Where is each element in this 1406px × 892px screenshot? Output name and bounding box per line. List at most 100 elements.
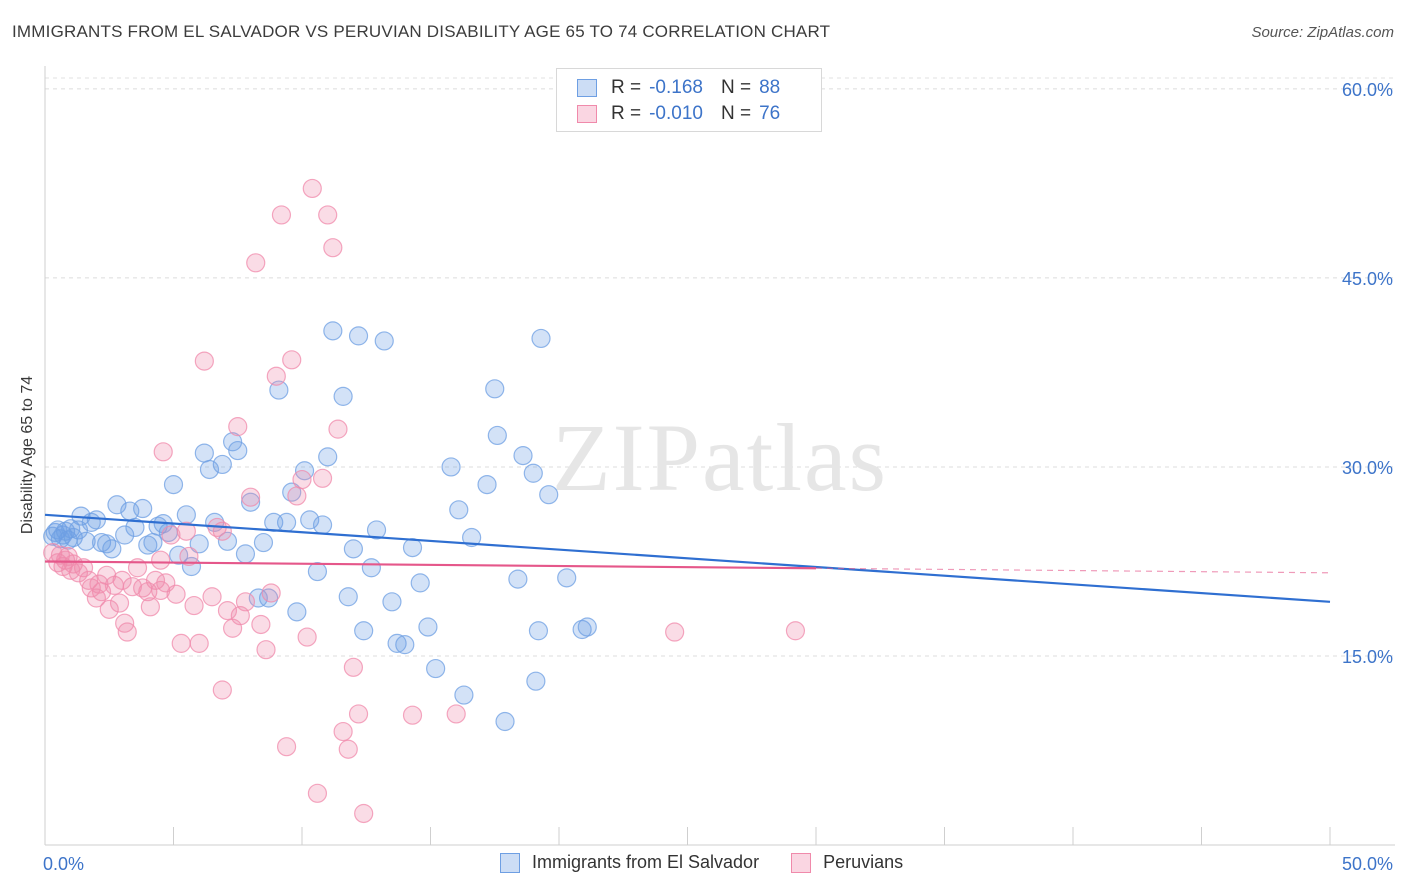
legend-swatch-pink (577, 105, 597, 123)
point-peruvians (287, 486, 307, 506)
point-el-salvador (366, 520, 387, 540)
legend-swatch-blue (577, 79, 597, 97)
point-el-salvador (276, 512, 297, 532)
trend-lines (44, 513, 1331, 603)
point-peruvians (153, 442, 173, 462)
point-el-salvador (199, 459, 220, 480)
point-el-salvador (318, 447, 338, 467)
point-el-salvador (138, 535, 158, 555)
point-peruvians (292, 469, 312, 490)
series-legend: Immigrants from El Salvador Peruvians (500, 852, 935, 873)
point-el-salvador (307, 561, 328, 582)
point-peruvians (202, 587, 222, 607)
point-peruvians (256, 640, 276, 660)
point-el-salvador (282, 482, 302, 502)
point-el-salvador (485, 379, 505, 399)
gridlines (45, 77, 1395, 657)
chart-title: IMMIGRANTS FROM EL SALVADOR VS PERUVIAN … (12, 22, 831, 41)
legend-r-label: R = (611, 77, 642, 98)
point-el-salvador (374, 331, 394, 351)
legend-label: Peruvians (823, 852, 904, 872)
point-el-salvador (343, 539, 363, 559)
tick-labels: 15.0% 30.0% 45.0% 60.0% 0.0% 50.0% (43, 80, 1393, 874)
legend-n-label: N = (720, 103, 752, 124)
point-el-salvador (557, 568, 577, 588)
point-peruvians (241, 487, 261, 507)
point-peruvians (217, 601, 238, 621)
point-peruvians (354, 803, 374, 824)
y-tick-label: 60.0% (1342, 80, 1393, 100)
point-peruvians (302, 178, 322, 199)
point-peruvians (179, 546, 199, 567)
point-peruvians (307, 783, 328, 803)
legend-n-value: 76 (759, 103, 781, 124)
point-el-salvador (513, 446, 533, 466)
point-el-salvador (348, 326, 369, 346)
point-peruvians (446, 704, 466, 724)
point-el-salvador (523, 463, 543, 483)
point-el-salvador (487, 425, 507, 446)
point-peruvians (348, 704, 369, 724)
point-peruvians (312, 468, 333, 488)
point-el-salvador (462, 527, 482, 548)
point-el-salvador (241, 492, 261, 512)
point-peruvians (251, 614, 271, 635)
point-peruvians (318, 205, 338, 225)
y-tick-label: 15.0% (1342, 647, 1393, 667)
point-el-salvador (387, 633, 407, 653)
trend-line-peruvians (44, 560, 817, 570)
chart-source: Source: ZipAtlas.com (1251, 24, 1394, 41)
point-peruvians (266, 366, 286, 386)
point-peruvians (333, 721, 353, 742)
point-el-salvador (454, 685, 474, 705)
point-peruvians (338, 739, 358, 759)
point-el-salvador (526, 671, 546, 691)
point-peruvians (112, 570, 132, 590)
point-el-salvador (539, 485, 559, 505)
point-el-salvador (163, 474, 184, 495)
point-el-salvador (143, 532, 163, 553)
point-peruvians (79, 570, 99, 590)
point-peruvians (402, 705, 423, 725)
point-peruvians (297, 627, 317, 647)
point-peruvians (282, 350, 302, 370)
point-peruvians (151, 550, 171, 570)
point-peruvians (246, 253, 266, 273)
point-peruvians (785, 621, 806, 641)
legend-label: Immigrants from El Salvador (532, 852, 760, 872)
legend-row-el-salvador: R = -0.168 N = 88 (577, 75, 780, 101)
points (43, 178, 806, 824)
point-peruvians (323, 238, 343, 258)
point-peruvians (228, 417, 248, 437)
point-peruvians (184, 595, 204, 616)
point-el-salvador (395, 635, 415, 655)
point-el-salvador (194, 443, 214, 463)
point-el-salvador (402, 538, 423, 558)
point-el-salvador (338, 587, 358, 607)
legend-r-value: -0.010 (649, 103, 703, 124)
legend-item-el-salvador: Immigrants from El Salvador (500, 852, 759, 873)
point-peruvians (161, 525, 181, 545)
point-peruvians (194, 351, 214, 371)
point-el-salvador (361, 558, 381, 578)
point-el-salvador (248, 588, 268, 608)
point-peruvians (276, 737, 297, 757)
point-peruvians (97, 565, 117, 585)
point-peruvians (63, 554, 83, 574)
point-el-salvador (333, 386, 353, 406)
point-el-salvador (418, 617, 438, 637)
point-peruvians (176, 521, 196, 541)
point-el-salvador (133, 498, 153, 519)
point-el-salvador (102, 539, 122, 559)
point-peruvians (271, 205, 292, 225)
point-el-salvador (176, 505, 196, 525)
point-el-salvador (228, 440, 248, 461)
point-el-salvador (354, 621, 374, 641)
point-peruvians (212, 680, 232, 700)
point-peruvians (109, 593, 130, 613)
x-tick-label: 0.0% (43, 854, 84, 874)
legend-n-value: 88 (759, 77, 781, 98)
point-el-salvador (217, 531, 238, 551)
point-el-salvador (528, 621, 549, 641)
